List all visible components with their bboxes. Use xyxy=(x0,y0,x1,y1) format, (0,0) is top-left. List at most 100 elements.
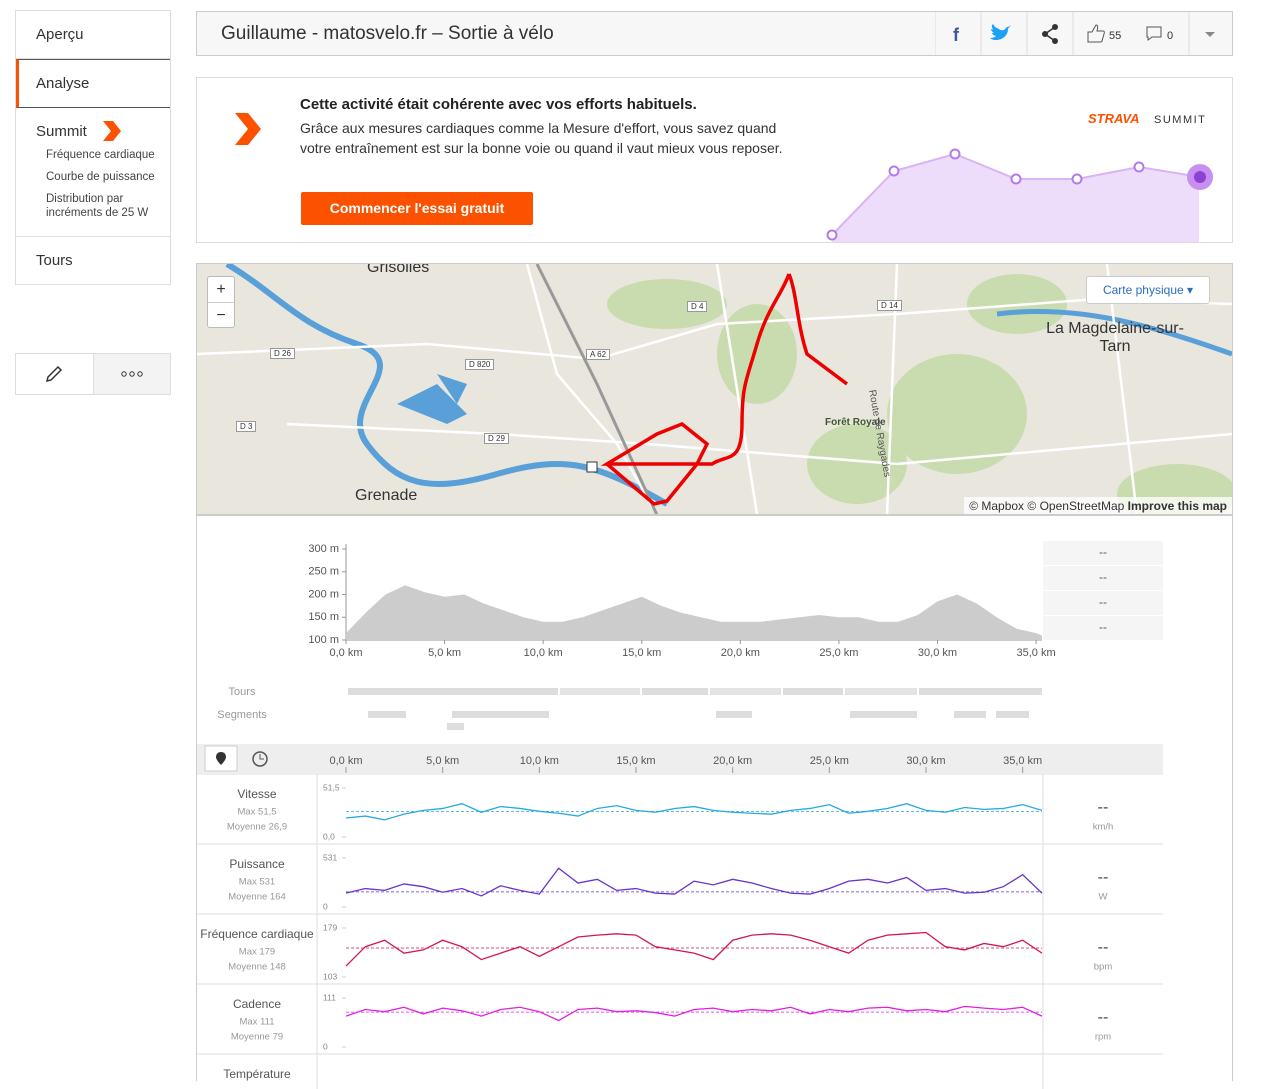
x-tick-label: 5,0 km xyxy=(428,647,461,659)
summit-logo xyxy=(235,113,261,145)
stream-avg: Moyenne 164 xyxy=(228,892,286,903)
kudos-count[interactable]: 55 xyxy=(1109,30,1121,42)
zoom-out[interactable]: − xyxy=(208,302,234,328)
x-tick-label: 10,0 km xyxy=(520,755,559,767)
x-tick-label: 35,0 km xyxy=(1017,647,1056,659)
x-tick-label: 30,0 km xyxy=(918,647,957,659)
stream-current: -- xyxy=(1098,1009,1109,1026)
place-label: La Magdelaine-sur-Tarn xyxy=(1046,320,1184,355)
sub-item[interactable]: Courbe de puissance xyxy=(46,171,155,183)
x-tick-label: 15,0 km xyxy=(616,755,655,767)
elevation-area xyxy=(346,585,1042,640)
stream-line xyxy=(345,1005,1043,1022)
attr[interactable]: Improve this map xyxy=(1127,499,1227,513)
nav-item[interactable]: Tours xyxy=(36,252,73,269)
x-tick-label: 5,0 km xyxy=(426,755,459,767)
y-tick-label: 0,0 xyxy=(323,831,335,841)
stream-current: -- xyxy=(1098,939,1109,956)
nav-item[interactable]: Summit xyxy=(36,122,87,140)
summary-value: -- xyxy=(1099,570,1107,584)
map-layer xyxy=(197,264,1232,515)
brand-suffix: SUMMIT xyxy=(1154,114,1206,126)
y-tick-label: 200 m xyxy=(308,588,339,600)
zoom-in[interactable]: + xyxy=(216,281,226,298)
summary-box xyxy=(1043,591,1163,615)
stream-line xyxy=(345,931,1043,967)
x-tick-label: 0,0 km xyxy=(329,755,362,767)
y-tick-label: 250 m xyxy=(308,566,339,578)
summary-value: -- xyxy=(1099,620,1107,634)
stream-line xyxy=(345,867,1043,897)
place-label: Forêt Royale xyxy=(825,417,886,428)
y-tick-label: 103 xyxy=(323,971,337,981)
stream-name: Vitesse xyxy=(237,787,276,801)
y-tick-label: 51,5 xyxy=(323,782,340,792)
summary-value: -- xyxy=(1099,595,1107,609)
header: Guillaume - matosvelo.fr – Sortie à vélo… xyxy=(196,11,1233,56)
brand: STRAVA xyxy=(1088,111,1140,126)
y-tick-label: 179 xyxy=(323,922,337,932)
stream-unit: W xyxy=(1099,892,1108,903)
summit[interactable]: Summit xyxy=(16,118,170,144)
dropdown[interactable] xyxy=(1205,32,1215,37)
more-button[interactable] xyxy=(93,354,170,394)
banner-heading: Cette activité était cohérente avec vos … xyxy=(300,96,697,113)
x-tick-label: 15,0 km xyxy=(622,647,661,659)
road-label: D 29 xyxy=(484,433,509,444)
twitter[interactable] xyxy=(990,24,1011,40)
road-label: A 62 xyxy=(586,349,611,360)
kudos-icon[interactable] xyxy=(1087,24,1105,43)
attr[interactable]: © Mapbox xyxy=(969,499,1025,513)
header-actions: f 55 0 xyxy=(935,12,1215,55)
summit-group: Summit Fréquence cardiaque Courbe de pui… xyxy=(16,108,170,237)
nav-item[interactable]: Analyse xyxy=(16,59,170,108)
stream-max: Max 51,5 xyxy=(237,807,276,818)
stream-avg: Moyenne 79 xyxy=(231,1032,283,1043)
edit-button[interactable] xyxy=(16,354,94,394)
stream-max: Max 179 xyxy=(239,947,275,958)
y-tick-label: 531 xyxy=(323,852,337,862)
stream-name: Température xyxy=(223,1067,291,1081)
sub-item[interactable]: Fréquence cardiaque xyxy=(46,149,155,161)
banner-text: Grâce aux mesures cardiaques comme la Me… xyxy=(300,120,783,156)
road-label: D 820 xyxy=(465,359,495,370)
map: + − Grisolles La Magdelaine-sur-Tarn Gren… xyxy=(196,263,1233,516)
stream-unit: km/h xyxy=(1093,822,1114,833)
facebook[interactable]: f xyxy=(953,25,960,45)
stream-name: Cadence xyxy=(233,997,281,1011)
stream-line xyxy=(345,803,1043,821)
nav-item[interactable]: Aperçu xyxy=(16,11,170,59)
layer-button[interactable]: Carte physique ▾ xyxy=(1086,276,1210,304)
share[interactable] xyxy=(1042,24,1058,44)
x-tick-label: 20,0 km xyxy=(713,755,752,767)
trial-button[interactable]: Commencer l'essai gratuit xyxy=(301,192,533,225)
segments-label: Segments xyxy=(217,709,267,721)
stream-avg: Moyenne 148 xyxy=(228,962,286,973)
place-label: Grenade xyxy=(355,487,418,504)
stream-current: -- xyxy=(1098,869,1109,886)
sidebar: Aperçu Analyse Summit Fréquence cardiaqu… xyxy=(15,10,171,285)
x-tick-label: 0,0 km xyxy=(329,647,362,659)
y-tick-label: 100 m xyxy=(308,634,339,646)
sub-item[interactable]: Distribution par incréments de 25 W xyxy=(46,193,149,219)
summit-graphic: STRAVA SUMMIT xyxy=(826,111,1213,242)
comment-count[interactable]: 0 xyxy=(1167,30,1173,42)
stream-name: Puissance xyxy=(229,857,285,871)
y-tick-label: 0 xyxy=(323,1041,328,1051)
dots-icon xyxy=(121,371,143,377)
place-label: Grisolles xyxy=(367,263,430,276)
charts: 100 m 150 m 200 m 250 m 300 m 0,0 km 5,0 km 10,… xyxy=(197,541,1163,1089)
stream-unit: rpm xyxy=(1095,1032,1111,1043)
x-tick-label: 10,0 km xyxy=(524,647,563,659)
attr[interactable]: © OpenStreetMap xyxy=(1027,499,1125,513)
y-tick-label: 0 xyxy=(323,901,328,911)
stream-name: Fréquence cardiaque xyxy=(200,927,314,941)
stream-max: Max 111 xyxy=(239,1017,274,1028)
x-tick-label: 30,0 km xyxy=(906,755,945,767)
x-tick-label: 25,0 km xyxy=(810,755,849,767)
attribution: © Mapbox © OpenStreetMap Improve this ma… xyxy=(964,497,1232,515)
comment-icon[interactable] xyxy=(1146,26,1162,41)
analysis-panel: 100 m 150 m 200 m 250 m 300 m 0,0 km 5,0 km 10,… xyxy=(196,514,1233,1089)
summit-banner: Cette activité était cohérente avec vos … xyxy=(196,77,1233,243)
